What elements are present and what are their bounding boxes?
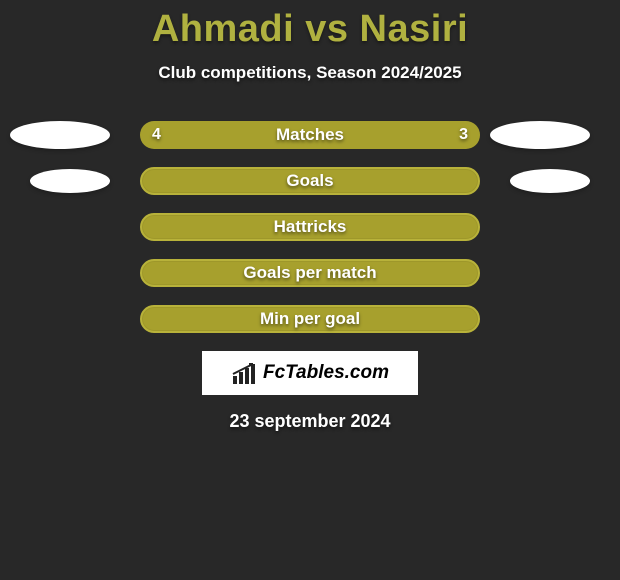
- stat-row: Goals: [0, 167, 620, 195]
- snapshot-date: 23 september 2024: [0, 411, 620, 432]
- logo-text: FcTables.com: [263, 362, 389, 384]
- stat-label: Hattricks: [274, 217, 347, 237]
- left-player-marker: [10, 121, 110, 149]
- left-player-marker: [30, 169, 110, 193]
- stat-label: Min per goal: [260, 309, 360, 329]
- stat-row: Min per goal: [0, 305, 620, 333]
- comparison-subtitle: Club competitions, Season 2024/2025: [0, 63, 620, 83]
- stat-bar: Hattricks: [140, 213, 480, 241]
- right-player-marker: [510, 169, 590, 193]
- stat-bar: Goals per match: [140, 259, 480, 287]
- stat-row: Hattricks: [0, 213, 620, 241]
- stat-rows: Matches 4 3 Goals Hattricks Goals per match Mi…: [0, 121, 620, 333]
- stat-right-value: 3: [459, 126, 468, 144]
- right-player-marker: [490, 121, 590, 149]
- stat-left-value: 4: [152, 126, 161, 144]
- stat-bar: Goals: [140, 167, 480, 195]
- stat-label: Matches: [276, 125, 344, 145]
- fctables-logo: FcTables.com: [202, 351, 418, 395]
- stat-label: Goals: [286, 171, 333, 191]
- stat-row: Goals per match: [0, 259, 620, 287]
- bar-chart-icon: [231, 362, 257, 384]
- stat-bar: Min per goal: [140, 305, 480, 333]
- stat-row: Matches 4 3: [0, 121, 620, 149]
- stat-label: Goals per match: [243, 263, 376, 283]
- comparison-title: Ahmadi vs Nasiri: [0, 0, 620, 51]
- stat-bar: Matches 4 3: [140, 121, 480, 149]
